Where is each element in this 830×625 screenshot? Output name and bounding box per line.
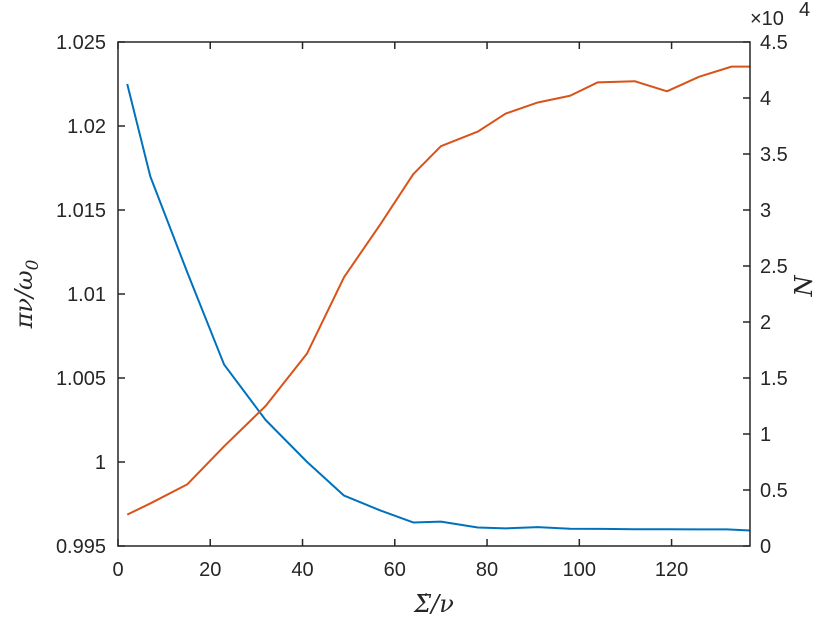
- right-y-axis-title: N: [790, 275, 818, 298]
- left-y-axis-title-subscript: 0: [23, 259, 43, 270]
- x-tick-label: 20: [199, 559, 221, 581]
- y-right-tick-label: 2.5: [760, 256, 788, 278]
- y-right-tick-label: 0: [760, 536, 771, 558]
- y-left-tick-label: 1.025: [56, 32, 106, 54]
- y-right-tick-label: 1: [760, 424, 771, 446]
- y-right-tick-label: 1.5: [760, 368, 788, 390]
- y-left-tick-label: 1.01: [67, 284, 106, 306]
- y-left-tick-label: 1.015: [56, 200, 106, 222]
- y-left-tick-label: 1.005: [56, 368, 106, 390]
- x-tick-label: 100: [563, 559, 596, 581]
- right-axis-exponent-base: ×10: [750, 8, 784, 30]
- x-tick-label: 80: [476, 559, 498, 581]
- series-layer: [126, 65, 751, 532]
- y-left-tick-label: 0.995: [56, 536, 106, 558]
- y-right-tick-label: 4: [760, 88, 771, 110]
- y-right-tick-label: 2: [760, 312, 771, 334]
- y-right-tick-label: 3.5: [760, 144, 788, 166]
- right-axis-exponent-power: 4: [799, 0, 810, 21]
- y-left-tick-label: 1.02: [67, 116, 106, 138]
- series-line-left: [126, 83, 751, 532]
- plot-frame: [117, 41, 751, 547]
- y-left-tick-label: 1: [95, 452, 106, 474]
- y-right-tick-label: 0.5: [760, 480, 788, 502]
- series-line-right: [126, 65, 750, 516]
- y-right-tick-label: 4.5: [760, 32, 788, 54]
- x-tick-label: 120: [655, 559, 688, 581]
- y-right-tick-label: 3: [760, 200, 771, 222]
- ticks-layer: 0 20 40 60 80 100 1200.99511.0051.011.0151.021…: [56, 32, 788, 581]
- x-tick-label: 40: [291, 559, 313, 581]
- x-axis-title: Σ̇/ν: [413, 590, 454, 618]
- x-tick-label: 60: [384, 559, 406, 581]
- left-y-axis-title-main: πν/ω: [10, 270, 38, 329]
- left-y-axis-title: πν/ω0: [10, 259, 43, 329]
- x-tick-label: 0: [112, 559, 123, 581]
